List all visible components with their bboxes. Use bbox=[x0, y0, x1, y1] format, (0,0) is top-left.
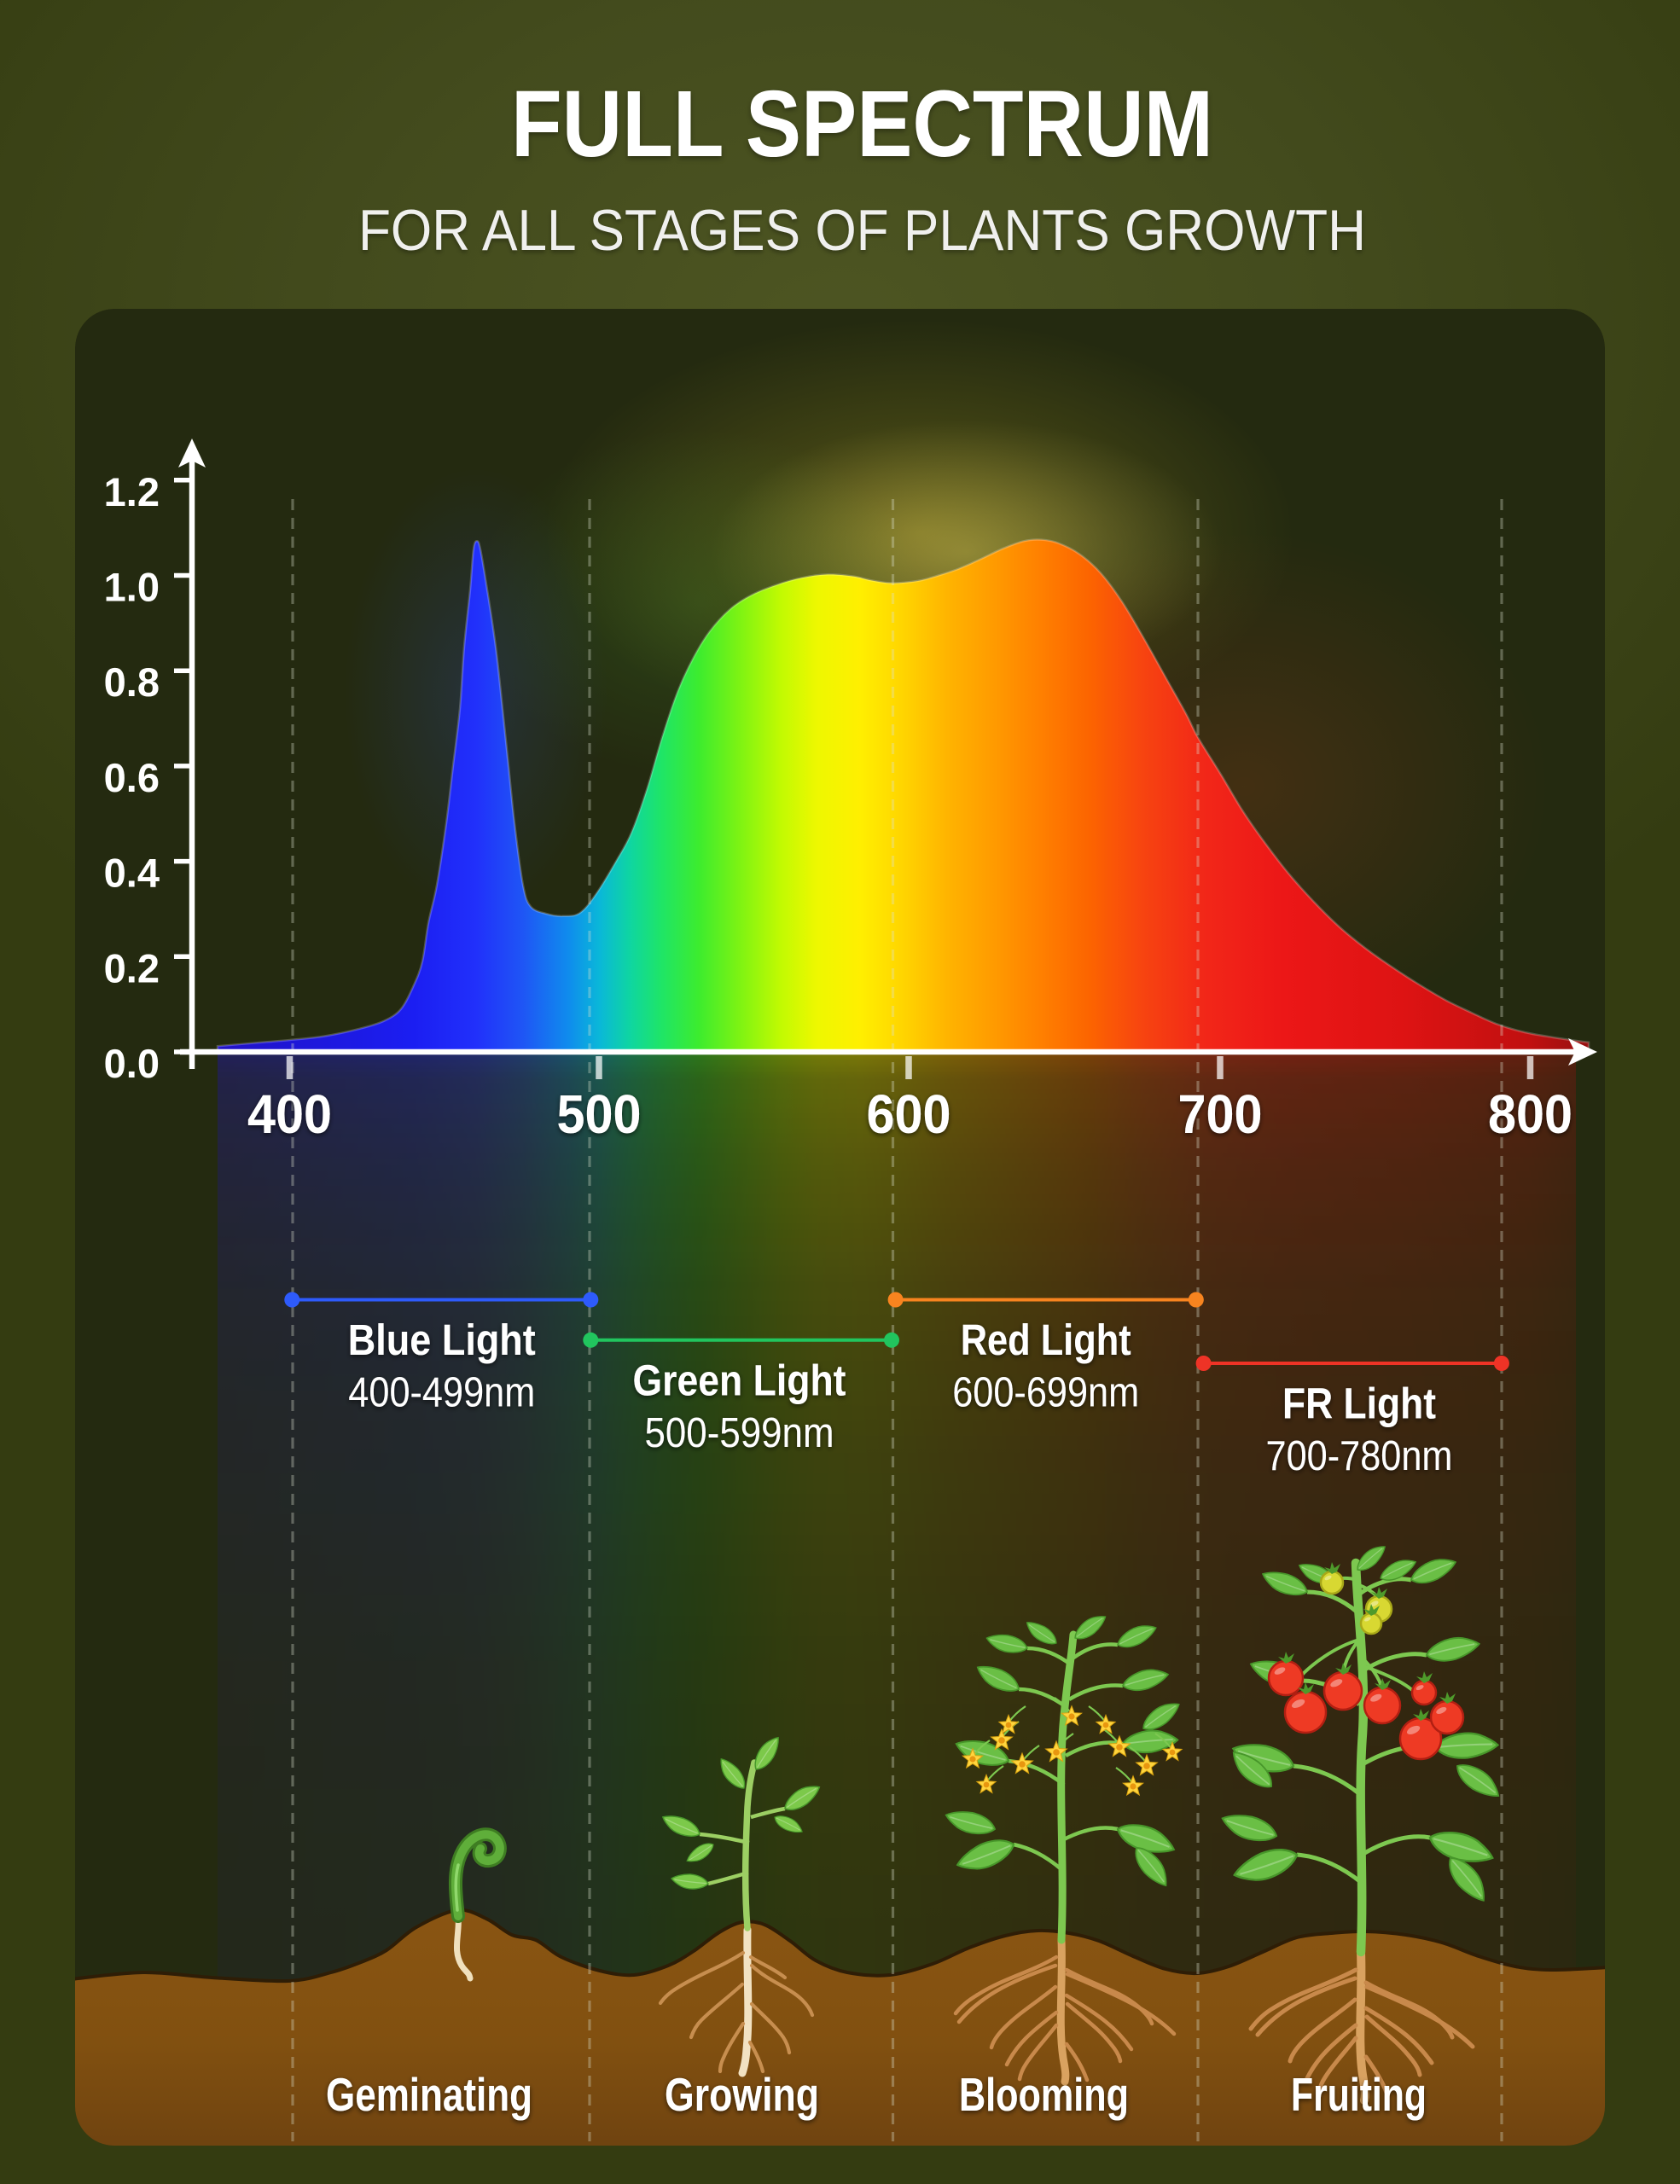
svg-text:700: 700 bbox=[1178, 1083, 1263, 1145]
svg-text:400: 400 bbox=[247, 1083, 332, 1145]
svg-text:400-499nm: 400-499nm bbox=[348, 1370, 535, 1416]
svg-text:500: 500 bbox=[557, 1083, 642, 1145]
svg-text:Blooming: Blooming bbox=[959, 2068, 1129, 2121]
svg-text:0.4: 0.4 bbox=[104, 851, 160, 896]
svg-text:1.0: 1.0 bbox=[104, 565, 160, 610]
svg-text:Fruiting: Fruiting bbox=[1291, 2068, 1427, 2121]
svg-text:Growing: Growing bbox=[665, 2068, 819, 2121]
svg-text:FR Light: FR Light bbox=[1282, 1380, 1436, 1428]
svg-text:0.2: 0.2 bbox=[104, 945, 160, 990]
svg-text:Blue Light: Blue Light bbox=[348, 1316, 536, 1364]
svg-text:500-599nm: 500-599nm bbox=[645, 1410, 834, 1456]
svg-text:Green Light: Green Light bbox=[633, 1356, 846, 1404]
svg-text:800: 800 bbox=[1488, 1083, 1572, 1145]
svg-text:Red Light: Red Light bbox=[961, 1316, 1131, 1364]
svg-text:0.6: 0.6 bbox=[104, 755, 160, 800]
svg-text:Geminating: Geminating bbox=[326, 2068, 532, 2121]
svg-text:600: 600 bbox=[867, 1083, 951, 1145]
svg-text:0.8: 0.8 bbox=[104, 659, 160, 705]
svg-text:600-699nm: 600-699nm bbox=[952, 1370, 1139, 1416]
svg-text:1.2: 1.2 bbox=[104, 469, 160, 514]
svg-text:0.0: 0.0 bbox=[104, 1041, 160, 1086]
svg-text:700-780nm: 700-780nm bbox=[1266, 1433, 1453, 1479]
